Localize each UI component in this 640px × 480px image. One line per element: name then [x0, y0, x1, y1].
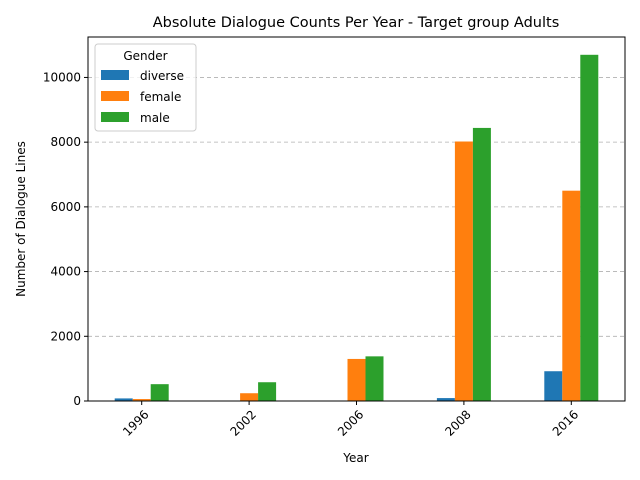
x-axis-label: Year [342, 451, 368, 465]
legend-swatch-female [101, 91, 129, 101]
bars [114, 54, 599, 402]
bar-male-1996 [150, 384, 169, 401]
bar-female-2006 [347, 358, 366, 401]
legend-swatch-male [101, 112, 129, 122]
y-tick-label: 8000 [50, 135, 81, 149]
y-tick-label: 2000 [50, 329, 81, 343]
y-tick-label: 10000 [43, 70, 81, 84]
legend-label-diverse: diverse [140, 69, 184, 83]
bar-female-1996 [132, 399, 151, 401]
y-tick-label: 0 [73, 394, 81, 408]
y-tick-label: 6000 [50, 200, 81, 214]
y-tick-label: 4000 [50, 265, 81, 279]
legend-box [94, 43, 197, 132]
bar-female-2016 [562, 190, 581, 401]
bar-male-2008 [472, 127, 491, 401]
chart-title: Absolute Dialogue Counts Per Year - Targ… [153, 15, 560, 31]
bar-diverse-2016 [544, 371, 563, 401]
bar-diverse-1996 [114, 398, 133, 401]
legend-title: Gender [123, 49, 167, 63]
y-axis: 0 2000 4000 6000 8000 10000 [43, 70, 88, 408]
bar-male-2006 [365, 356, 384, 401]
y-axis-label: Number of Dialogue Lines [14, 141, 28, 297]
legend-swatch-diverse [101, 70, 129, 80]
legend-label-female: female [140, 90, 181, 104]
bar-female-2008 [454, 141, 473, 402]
bar-male-2002 [258, 382, 277, 401]
bar-diverse-2008 [436, 398, 455, 401]
legend: Gender diverse female male [94, 43, 197, 132]
bar-female-2002 [240, 393, 259, 401]
legend-label-male: male [140, 111, 170, 125]
bar-male-2016 [580, 54, 599, 401]
